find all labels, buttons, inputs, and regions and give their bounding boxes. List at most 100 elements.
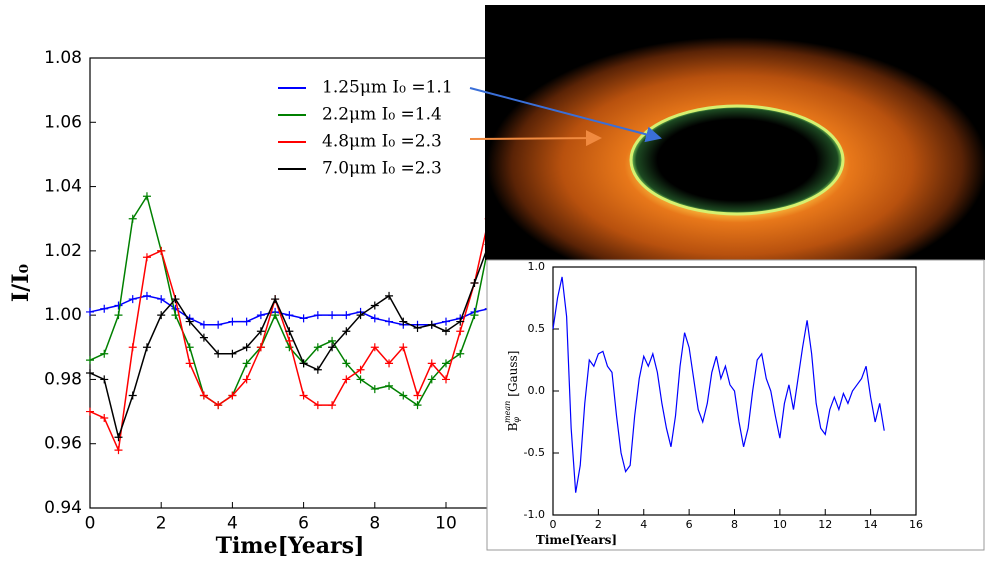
- x-axis-label: Time[Years]: [216, 533, 365, 559]
- marker: [114, 446, 123, 455]
- marker: [356, 365, 365, 374]
- marker: [171, 295, 180, 304]
- x-tick-label: 12: [818, 518, 832, 531]
- marker: [285, 327, 294, 336]
- y-tick-label: 1.06: [44, 112, 82, 132]
- legend-label: 4.8μm I₀ =2.3: [322, 132, 442, 152]
- marker: [370, 301, 379, 310]
- y-axis-label: Bφmean [Gauss]: [503, 351, 521, 432]
- marker: [399, 343, 408, 352]
- x-tick-label: 14: [864, 518, 878, 531]
- marker: [370, 385, 379, 394]
- y-axis-label-part: φ: [512, 417, 521, 423]
- marker: [185, 343, 194, 352]
- marker: [356, 311, 365, 320]
- y-tick-label: 0.98: [44, 369, 82, 389]
- marker: [199, 333, 208, 342]
- marker: [256, 327, 265, 336]
- marker: [228, 317, 237, 326]
- inset-chart: -1.0 -0.5 0.0 0.5 1.0 0 2 4 6 8 10 12 14 16 Time[Years…: [503, 260, 923, 547]
- marker: [313, 311, 322, 320]
- marker: [470, 279, 479, 287]
- marker: [142, 343, 151, 352]
- y-tick-label: 1.0: [528, 260, 546, 273]
- marker: [142, 253, 151, 262]
- arrow: [469, 130, 602, 147]
- y-tick-label: 1.02: [44, 241, 82, 261]
- marker: [313, 365, 322, 374]
- marker: [313, 401, 322, 410]
- y-tick-label: -0.5: [524, 446, 545, 459]
- ring: [629, 104, 845, 216]
- marker: [228, 391, 237, 400]
- marker: [171, 311, 180, 320]
- y-tick-label: 1.00: [44, 305, 82, 325]
- marker: [100, 375, 109, 384]
- x-tick-label: 10: [773, 518, 787, 531]
- marker: [142, 291, 151, 300]
- y-axis-label-part: mean: [503, 401, 512, 423]
- marker: [242, 317, 251, 326]
- marker: [214, 401, 223, 410]
- marker: [271, 311, 280, 320]
- series-line: [89, 194, 490, 407]
- marker: [413, 324, 422, 332]
- marker: [385, 381, 394, 390]
- marker: [271, 295, 280, 304]
- marker: [128, 343, 137, 352]
- inset-frame: [486, 259, 985, 551]
- marker: [285, 311, 294, 320]
- x-axis-label: Time[Years]: [536, 533, 617, 547]
- y-axis-label-part: B: [506, 422, 520, 431]
- legend-label: 1.25μm I₀ =1.1: [322, 78, 453, 98]
- ring-image: [485, 5, 985, 293]
- marker: [114, 433, 123, 442]
- marker: [256, 343, 265, 352]
- x-tick-label: 0: [85, 513, 96, 533]
- marker: [86, 307, 94, 316]
- marker: [442, 327, 450, 336]
- y-tick-label: 0.5: [528, 322, 546, 335]
- legend-label: 2.2μm I₀ =1.4: [322, 105, 442, 125]
- x-tick-label: 2: [156, 513, 167, 533]
- marker: [299, 359, 308, 368]
- marker: [142, 192, 151, 201]
- x-tick-label: 2: [595, 518, 602, 531]
- marker: [185, 317, 194, 326]
- series-line: [89, 295, 489, 326]
- marker: [214, 320, 223, 329]
- marker: [242, 359, 251, 368]
- y-tick-label: 1.04: [44, 177, 82, 197]
- y-tick-label: 0.94: [44, 498, 82, 518]
- marker: [442, 375, 450, 384]
- x-tick-label: 6: [686, 518, 693, 531]
- x-tick-label: 10: [435, 513, 457, 533]
- y-tick-label: 1.08: [44, 48, 82, 68]
- marker: [199, 391, 208, 400]
- marker: [442, 317, 450, 326]
- marker: [114, 301, 123, 310]
- marker: [385, 291, 394, 300]
- marker: [356, 375, 365, 384]
- x-tick-label: 0: [550, 518, 557, 531]
- y-tick-label: 0.0: [528, 384, 546, 397]
- marker: [427, 375, 436, 384]
- marker: [456, 317, 465, 326]
- marker: [128, 295, 137, 304]
- marker: [128, 214, 137, 223]
- marker: [100, 414, 109, 422]
- marker: [157, 246, 166, 255]
- marker: [456, 327, 465, 336]
- marker: [100, 349, 109, 358]
- series-line: [552, 276, 885, 493]
- marker: [413, 401, 422, 410]
- main-chart: 0.940.960.981.001.021.041.061.080 2 4 6 8 10T…: [8, 48, 589, 559]
- y-axis-label-part: [Gauss]: [506, 351, 520, 397]
- marker: [128, 391, 137, 400]
- marker: [456, 349, 465, 358]
- marker: [86, 356, 94, 365]
- marker: [242, 375, 251, 384]
- marker: [299, 314, 308, 323]
- marker: [413, 391, 422, 400]
